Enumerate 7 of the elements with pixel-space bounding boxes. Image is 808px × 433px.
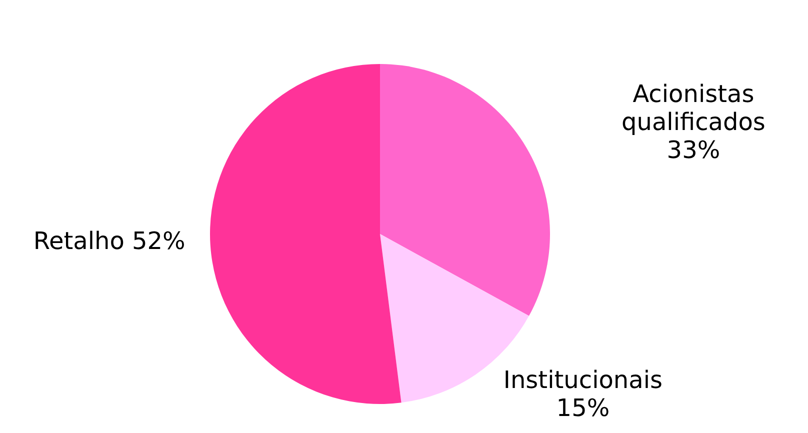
slice-label: Retalho 52%: [33, 226, 186, 255]
slice-label: Institucionais: [503, 366, 663, 394]
pie-slice: [210, 64, 402, 404]
pie-slice: [380, 64, 550, 316]
data-label: 33%: [666, 136, 720, 164]
slice-label: Acionistas qualificados: [622, 80, 766, 136]
data-label: 15%: [556, 394, 610, 422]
